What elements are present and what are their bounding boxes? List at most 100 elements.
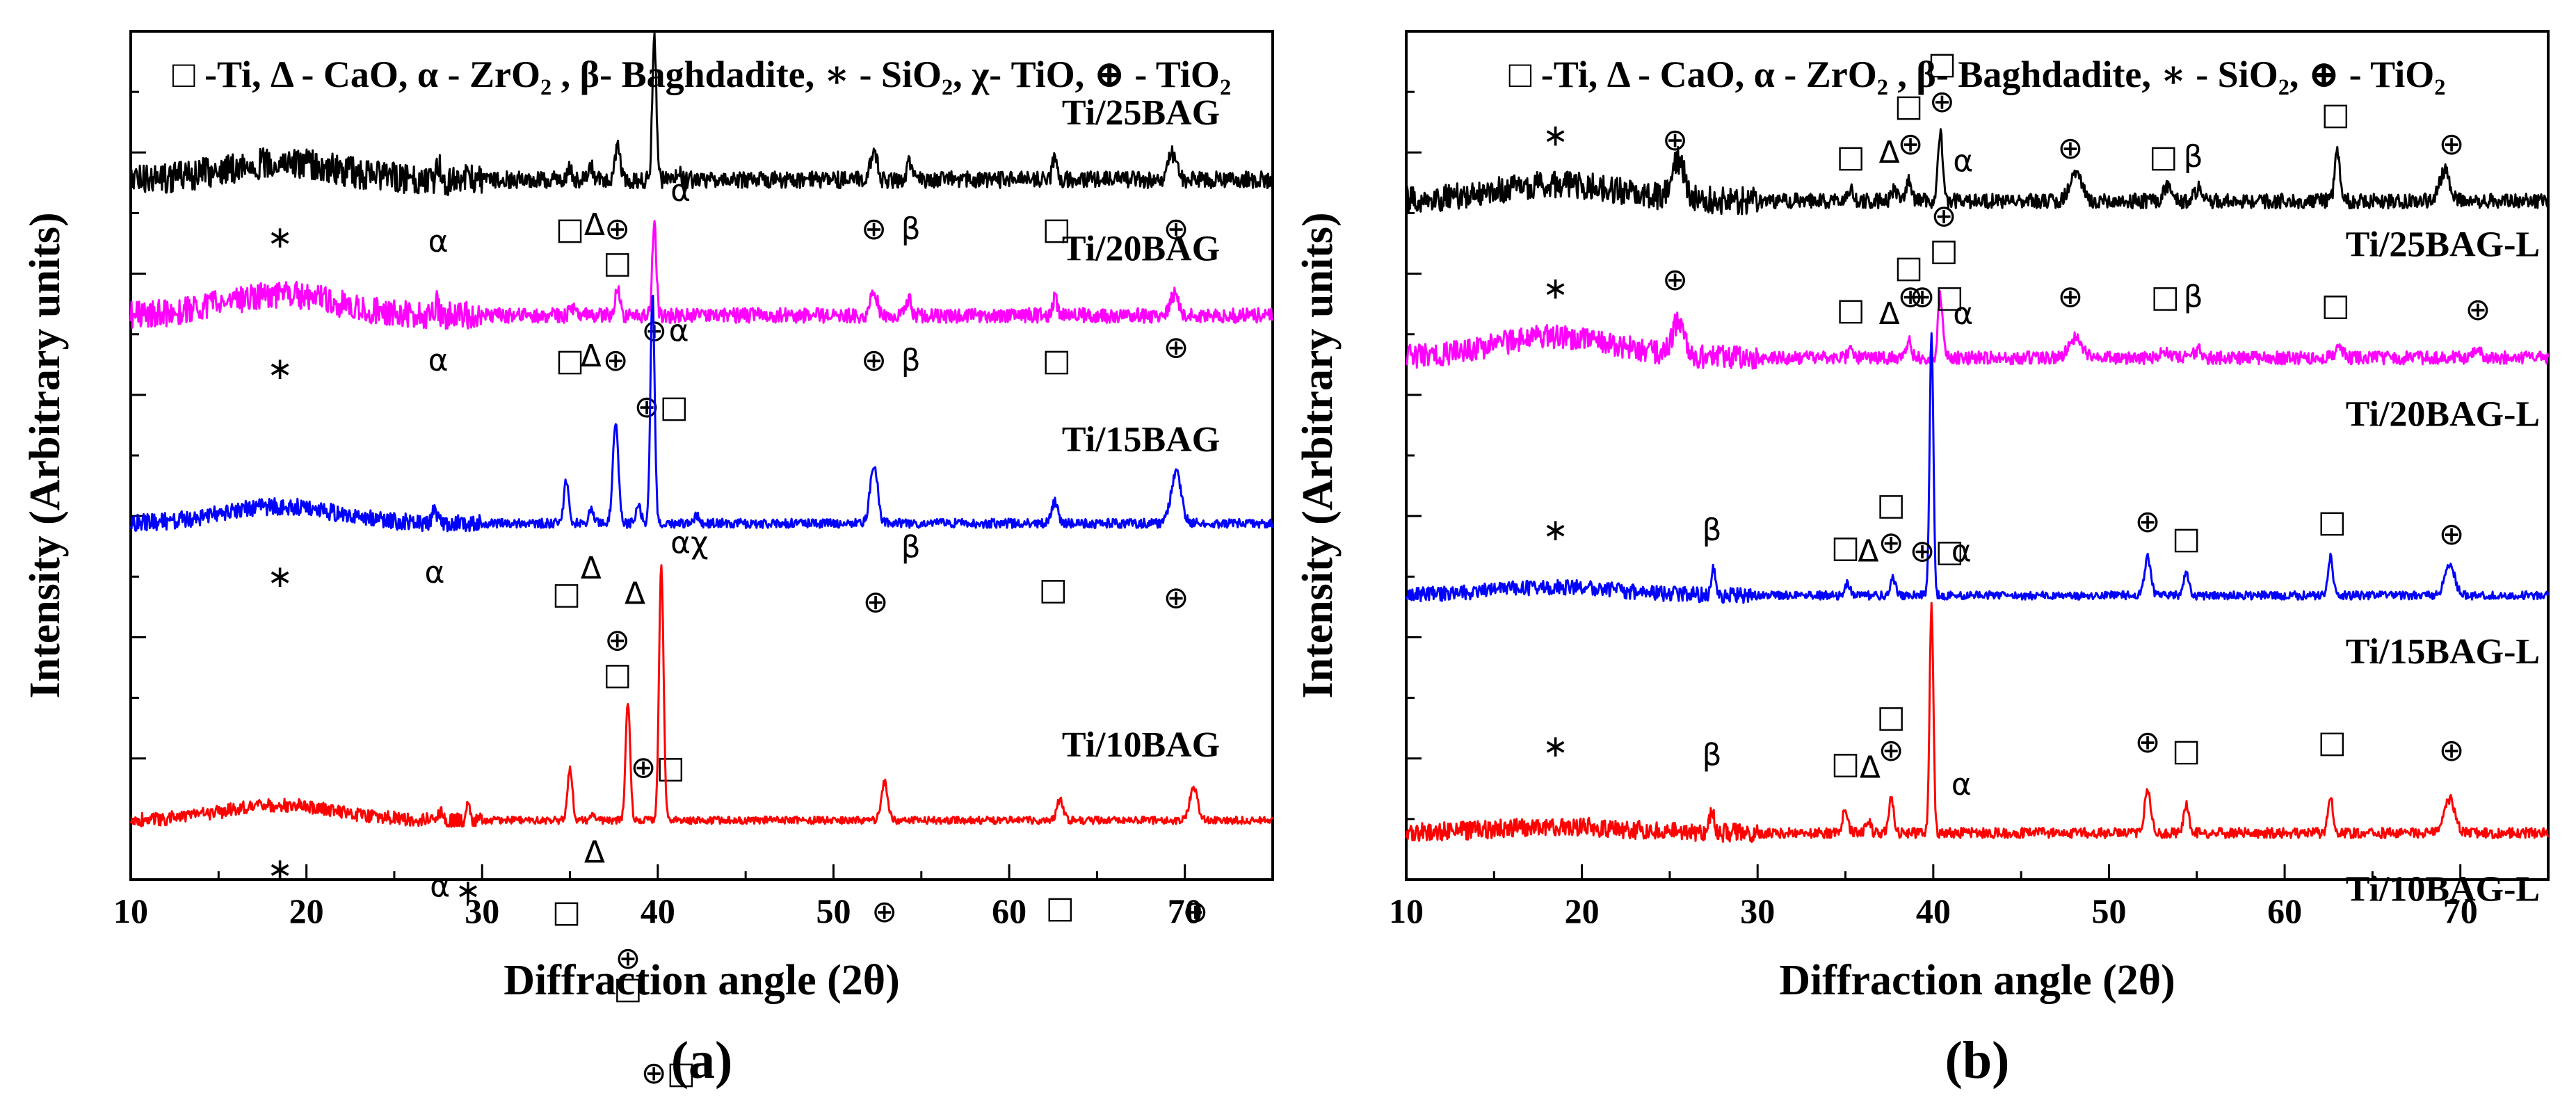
peak-annotation: ⊕	[863, 585, 889, 620]
peak-annotation: ⊕	[1164, 211, 1189, 247]
peak-annotation: α	[430, 868, 450, 904]
x-tick-label: 20	[289, 891, 324, 930]
x-axis-title: Diffraction angle (2θ)	[1779, 957, 2175, 1004]
x-tick-label: 20	[1565, 891, 1600, 930]
peak-annotation: □	[2317, 725, 2346, 760]
series-line-ti-25bag-l	[1405, 128, 2550, 216]
peak-annotation: ∗	[267, 852, 293, 887]
peak-annotation: ⊕	[871, 894, 897, 930]
peak-annotation: α	[1953, 296, 1973, 332]
peak-annotation: ⊕	[2439, 517, 2465, 552]
peak-annotation: ⊕□	[1910, 534, 1964, 569]
peak-annotation: β	[901, 211, 921, 247]
peak-annotation: ⊕	[2135, 504, 2161, 540]
peak-annotation: ∗	[1543, 118, 1568, 154]
peak-annotation: □	[1831, 746, 1860, 782]
x-tick-label: 30	[1740, 891, 1775, 930]
peak-annotation: ⊕	[1898, 280, 1924, 315]
peak-annotation: □	[1831, 529, 1860, 565]
peak-annotation: ⊕	[1164, 330, 1189, 366]
peak-annotation: ⊕	[604, 623, 630, 658]
series-label: Ti/15BAG-L	[2346, 632, 2540, 672]
peak-annotation: Δ	[1858, 534, 1878, 569]
y-axis-title: Intensity (Arbitrary units)	[1294, 212, 1342, 698]
peak-annotation: ⊕□	[634, 389, 689, 425]
peak-annotation: ∗	[267, 559, 293, 595]
peak-annotation: Δ	[1879, 135, 1900, 170]
peak-annotation: ⊕	[2465, 292, 2491, 328]
peak-annotation: ⊕	[1878, 525, 1904, 560]
peak-annotation: ∗	[267, 351, 293, 387]
peak-annotation: α	[1951, 767, 1972, 802]
peak-annotation: ⊕	[2439, 733, 2465, 768]
series-label: Ti/10BAG-L	[2346, 870, 2540, 910]
series-line-ti-15bag-l	[1405, 332, 2550, 604]
x-tick-label: 10	[113, 891, 148, 930]
peak-annotation: □	[1836, 139, 1865, 175]
peak-annotation: □	[1876, 487, 1906, 522]
peak-annotation: ⊕	[603, 343, 629, 378]
peak-annotation: ∗	[1543, 729, 1568, 764]
x-tick-label: 70	[2443, 891, 2478, 930]
peak-annotation: □	[556, 343, 585, 378]
peak-annotation: α	[428, 343, 449, 378]
peak-annotation: ⊕	[1931, 199, 1957, 234]
peak-annotation: ∗	[456, 873, 481, 909]
peak-annotation: ⊕□	[641, 1056, 695, 1091]
peak-annotation: □	[1836, 292, 1865, 328]
peak-annotation: □	[1038, 572, 1068, 607]
peak-annotation: αχ	[670, 525, 708, 560]
peak-annotation: Δ	[1879, 296, 1900, 332]
legend: □ -Ti, Δ - CaO, α - ZrO₂ , β- Baghdadite…	[1509, 54, 2446, 95]
peak-annotation: ⊕	[1662, 262, 1688, 298]
x-tick-label: 30	[465, 891, 499, 930]
peak-annotation: □	[1894, 88, 1924, 124]
x-tick-label: 60	[2267, 891, 2302, 930]
peak-annotation: α	[670, 173, 691, 209]
peak-annotation: □	[2172, 733, 2201, 768]
peak-annotation: □	[1929, 232, 1958, 268]
peak-annotation: ⊕	[2057, 280, 2083, 315]
peak-annotation: □	[556, 211, 585, 247]
series-line-ti-20bag	[129, 220, 1274, 330]
peak-annotation: Δ	[581, 339, 602, 374]
peak-annotation: ⊕	[1898, 127, 1924, 162]
peak-annotation: □	[2321, 97, 2351, 132]
peak-annotation: □	[1876, 699, 1906, 734]
peak-annotation: □	[1046, 890, 1075, 926]
panel-a-chart: 10 20 30 40 50 60 70∗ α □ Δ□⊕⊕α⊕ β □ ⊕Ti/25BAG∗ α □Δ ⊕⊕…	[22, 30, 1274, 1091]
x-axis-title: Diffraction angle (2θ)	[504, 957, 900, 1004]
peak-annotation: ⊕	[604, 211, 630, 247]
peak-annotation: ⊕	[861, 343, 887, 378]
x-tick-label: 50	[816, 891, 851, 930]
peak-annotation: □	[2317, 504, 2346, 540]
peak-annotation: □	[552, 576, 581, 612]
legend: □ -Ti, Δ - CaO, α - ZrO₂ , β- Baghdadite…	[172, 54, 1231, 95]
peak-annotation: □	[603, 656, 632, 692]
series-label: Ti/15BAG	[1062, 420, 1220, 460]
peak-annotation: □	[552, 894, 581, 930]
peak-annotation: α	[428, 224, 449, 259]
peak-annotation: ∗	[267, 220, 293, 255]
series-line-ti-20bag-l	[1405, 290, 2550, 370]
peak-annotation: α	[669, 313, 689, 348]
peak-annotation: □	[2172, 521, 2201, 556]
x-tick-label: 40	[641, 891, 675, 930]
peak-annotation: ⊕□	[1910, 280, 1964, 315]
peak-annotation: β	[2184, 139, 2203, 175]
series-label: Ti/10BAG	[1062, 725, 1220, 765]
peak-annotation: β	[1702, 737, 1722, 773]
peak-annotation: β	[901, 343, 921, 378]
peak-annotation: □	[603, 245, 632, 281]
peak-annotation: Δ	[625, 576, 645, 612]
y-axis-title: Intensity (Arbitrary units)	[22, 212, 69, 698]
peak-annotation: ⊕	[1164, 581, 1189, 616]
peak-annotation: □	[2151, 280, 2180, 315]
peak-annotation: Δ	[1860, 750, 1881, 786]
panel-label: (a)	[671, 1031, 733, 1090]
peak-annotation: □	[1042, 343, 1071, 378]
panel-b-chart: 10 20 30 40 50 60 70∗ ⊕ □ Δ□⊕□⊕α ⊕ □ β□⊕Ti/25BAG-L∗ ⊕…	[1294, 30, 2550, 1090]
peak-annotation: Δ	[581, 551, 602, 586]
peak-annotation: □	[1042, 211, 1071, 247]
